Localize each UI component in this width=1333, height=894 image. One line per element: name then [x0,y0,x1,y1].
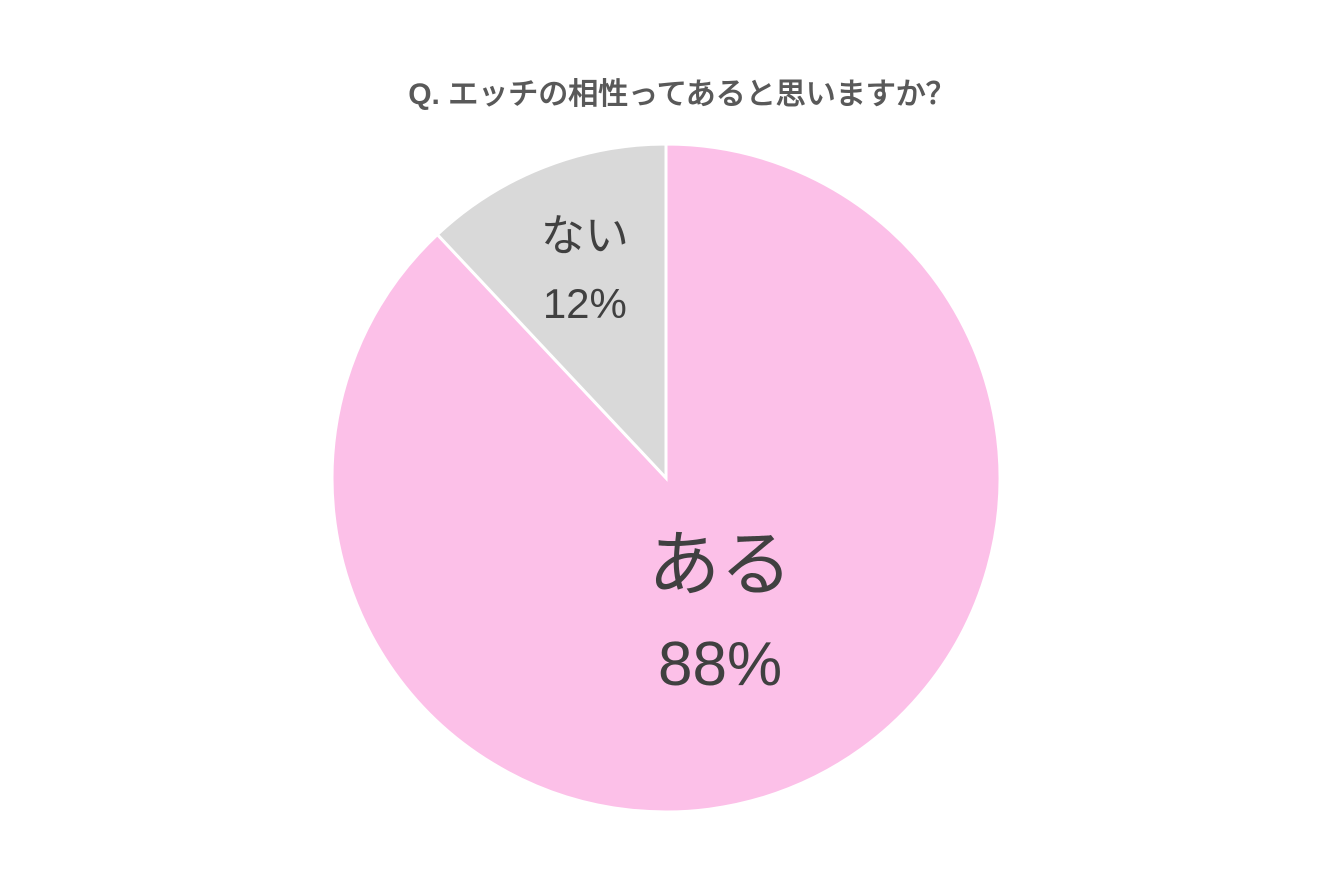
labels: ある 88% ない 12% [541,212,792,699]
value-label: 12% [543,280,627,327]
slice-label: ない [541,212,629,261]
pie-slice [435,142,668,482]
pie [330,142,1002,814]
slice-label: ある [648,526,792,606]
value-label: 88% [658,630,782,699]
chart-title: Q. エッチの相性ってあると思いますか？ [408,78,956,111]
